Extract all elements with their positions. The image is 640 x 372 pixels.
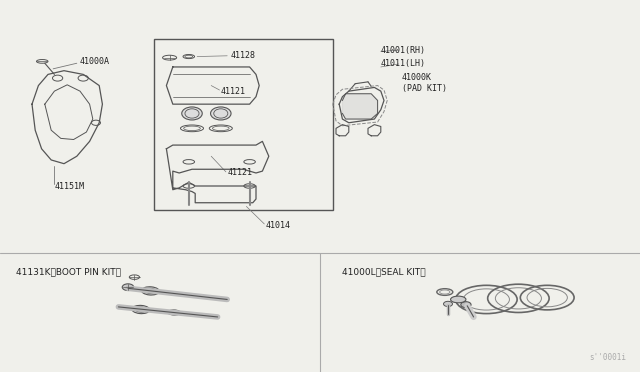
Text: 41131K〈BOOT PIN KIT〉: 41131K〈BOOT PIN KIT〉 bbox=[16, 268, 121, 277]
Ellipse shape bbox=[461, 302, 471, 308]
Ellipse shape bbox=[132, 305, 150, 314]
Text: s''0001i: s''0001i bbox=[589, 353, 626, 362]
Ellipse shape bbox=[451, 296, 466, 303]
Text: 41001(RH): 41001(RH) bbox=[381, 46, 426, 55]
Text: 41121: 41121 bbox=[227, 169, 252, 177]
Polygon shape bbox=[342, 94, 378, 119]
Text: 41000L〈SEAL KIT〉: 41000L〈SEAL KIT〉 bbox=[342, 268, 426, 277]
Bar bbox=[154, 39, 333, 210]
Ellipse shape bbox=[211, 107, 231, 120]
Text: 41011(LH): 41011(LH) bbox=[381, 60, 426, 68]
Ellipse shape bbox=[444, 301, 452, 307]
Text: 41128: 41128 bbox=[230, 51, 255, 60]
Ellipse shape bbox=[122, 284, 134, 291]
Text: 41000K: 41000K bbox=[402, 73, 432, 82]
Text: 41014: 41014 bbox=[266, 221, 291, 230]
Text: 41151M: 41151M bbox=[54, 182, 84, 191]
Text: 41121: 41121 bbox=[221, 87, 246, 96]
Ellipse shape bbox=[168, 310, 180, 315]
Ellipse shape bbox=[141, 287, 159, 295]
Text: 41000A: 41000A bbox=[80, 57, 110, 66]
Text: (PAD KIT): (PAD KIT) bbox=[402, 84, 447, 93]
Ellipse shape bbox=[182, 107, 202, 120]
